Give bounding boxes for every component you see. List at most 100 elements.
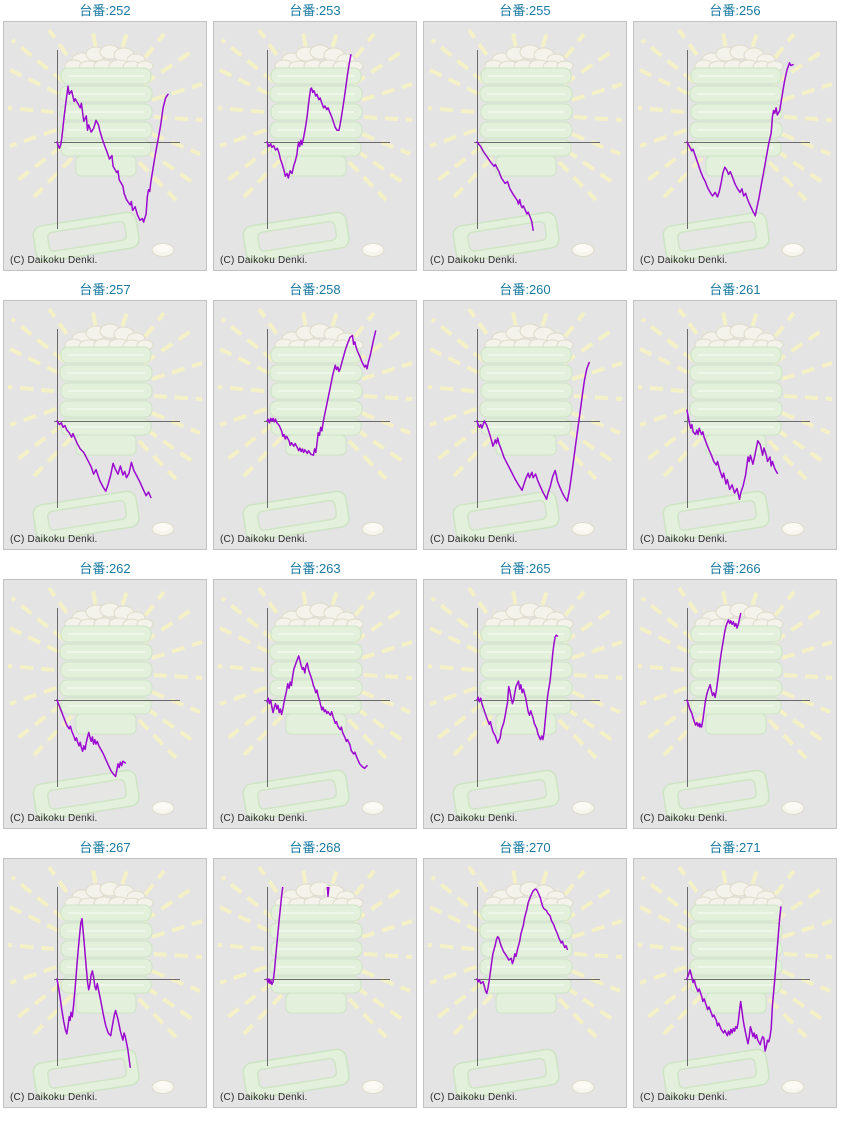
machine-number-title: 台番:265: [499, 561, 551, 576]
pachinko-machine-watermark: [636, 582, 834, 823]
chart-cell-268: 台番:268 (C) Daikoku Denki.: [213, 838, 417, 1108]
slump-line-series: [56, 917, 131, 1068]
chart-axes: [264, 50, 390, 229]
slump-line-series: [686, 62, 794, 217]
slump-line-series: [476, 888, 569, 995]
machine-number-title: 台番:253: [289, 3, 341, 18]
copyright-label: (C) Daikoku Denki.: [640, 255, 728, 266]
slump-graph-thumbnail[interactable]: (C) Daikoku Denki.: [3, 579, 207, 829]
pachinko-machine-watermark: [426, 24, 624, 265]
copyright-label: (C) Daikoku Denki.: [640, 1092, 728, 1103]
pachinko-machine-watermark: [216, 861, 414, 1102]
chart-axes: [684, 50, 810, 229]
machine-number-title: 台番:267: [79, 840, 131, 855]
chart-cell-266: 台番:266 (C) Daikoku Denki.: [633, 559, 837, 829]
pachinko-machine-watermark: [426, 861, 624, 1102]
slump-line-series: [476, 141, 534, 231]
chart-cell-270: 台番:270 (C) Daikoku Denki.: [423, 838, 627, 1108]
slump-graph-thumbnail[interactable]: (C) Daikoku Denki.: [213, 579, 417, 829]
slump-graph-thumbnail[interactable]: (C) Daikoku Denki.: [423, 858, 627, 1108]
slump-graph-thumbnail[interactable]: (C) Daikoku Denki.: [633, 579, 837, 829]
copyright-label: (C) Daikoku Denki.: [430, 1092, 518, 1103]
slump-graph-thumbnail[interactable]: (C) Daikoku Denki.: [213, 300, 417, 550]
chart-axes: [684, 329, 810, 508]
chart-cell-263: 台番:263 (C) Daikoku Denki.: [213, 559, 417, 829]
slump-line-series: [56, 420, 152, 499]
slump-chart: [426, 24, 624, 265]
pachinko-machine-watermark: [426, 303, 624, 544]
machine-number-title: 台番:258: [289, 282, 341, 297]
chart-cell-261: 台番:261 (C) Daikoku Denki.: [633, 280, 837, 550]
slump-line-series: [476, 361, 590, 502]
copyright-label: (C) Daikoku Denki.: [220, 255, 308, 266]
chart-axes: [474, 887, 600, 1066]
slump-graph-thumbnail[interactable]: (C) Daikoku Denki.: [423, 21, 627, 271]
machine-number-title: 台番:268: [289, 840, 341, 855]
slump-graph-thumbnail[interactable]: (C) Daikoku Denki.: [213, 858, 417, 1108]
pachinko-machine-watermark: [6, 861, 204, 1102]
slump-chart: [426, 861, 624, 1102]
slump-graph-thumbnail[interactable]: (C) Daikoku Denki.: [3, 21, 207, 271]
slump-graph-thumbnail[interactable]: (C) Daikoku Denki.: [3, 858, 207, 1108]
slump-chart: [426, 303, 624, 544]
copyright-label: (C) Daikoku Denki.: [430, 255, 518, 266]
slump-chart: [216, 303, 414, 544]
slump-line-series: [266, 887, 330, 986]
copyright-label: (C) Daikoku Denki.: [640, 813, 728, 824]
machine-number-title: 台番:260: [499, 282, 551, 297]
slump-chart: [6, 861, 204, 1102]
chart-cell-271: 台番:271 (C) Daikoku Denki.: [633, 838, 837, 1108]
pachinko-machine-watermark: [216, 303, 414, 544]
chart-axes: [54, 50, 180, 229]
slump-graph-thumbnail[interactable]: (C) Daikoku Denki.: [633, 21, 837, 271]
pachinko-machine-watermark: [6, 582, 204, 823]
slump-graph-thumbnail[interactable]: (C) Daikoku Denki.: [633, 300, 837, 550]
slump-graph-thumbnail[interactable]: (C) Daikoku Denki.: [423, 300, 627, 550]
copyright-label: (C) Daikoku Denki.: [10, 813, 98, 824]
slump-chart: [636, 24, 834, 265]
slump-graph-thumbnail[interactable]: (C) Daikoku Denki.: [633, 858, 837, 1108]
copyright-label: (C) Daikoku Denki.: [430, 813, 518, 824]
pachinko-machine-watermark: [6, 303, 204, 544]
slump-chart: [6, 24, 204, 265]
pachinko-machine-watermark: [216, 582, 414, 823]
machine-number-title: 台番:266: [709, 561, 761, 576]
pachinko-machine-watermark: [216, 24, 414, 265]
slump-line-series: [476, 634, 559, 744]
pachinko-machine-watermark: [426, 582, 624, 823]
chart-axes: [474, 50, 600, 229]
chart-cell-267: 台番:267 (C) Daikoku Denki.: [3, 838, 207, 1108]
machine-number-title: 台番:252: [79, 3, 131, 18]
slump-line-series: [686, 409, 779, 501]
pachinko-machine-watermark: [636, 861, 834, 1102]
slump-graph-thumbnail[interactable]: (C) Daikoku Denki.: [3, 300, 207, 550]
pachinko-machine-watermark: [636, 303, 834, 544]
chart-cell-258: 台番:258 (C) Daikoku Denki.: [213, 280, 417, 550]
slump-chart: [636, 582, 834, 823]
slump-line-series: [56, 85, 169, 223]
slump-line-series: [686, 906, 782, 1052]
copyright-label: (C) Daikoku Denki.: [10, 255, 98, 266]
slump-chart: [216, 861, 414, 1102]
slump-chart: [6, 303, 204, 544]
slump-line-series: [56, 699, 127, 778]
machine-number-title: 台番:262: [79, 561, 131, 576]
chart-axes: [54, 608, 180, 787]
slump-line-series: [266, 655, 368, 770]
slump-graph-thumbnail[interactable]: (C) Daikoku Denki.: [213, 21, 417, 271]
machine-number-title: 台番:256: [709, 3, 761, 18]
slump-chart: [426, 582, 624, 823]
pachinko-machine-watermark: [6, 24, 204, 265]
machine-number-title: 台番:257: [79, 282, 131, 297]
slump-graph-thumbnail[interactable]: (C) Daikoku Denki.: [423, 579, 627, 829]
chart-cell-262: 台番:262 (C) Daikoku Denki.: [3, 559, 207, 829]
slump-line-series: [266, 330, 377, 456]
slump-chart: [216, 24, 414, 265]
slump-chart: [636, 861, 834, 1102]
copyright-label: (C) Daikoku Denki.: [640, 534, 728, 545]
chart-cell-256: 台番:256 (C) Daikoku Denki.: [633, 1, 837, 271]
slump-chart: [636, 303, 834, 544]
copyright-label: (C) Daikoku Denki.: [220, 813, 308, 824]
chart-cell-252: 台番:252 (C) Daikoku Denki.: [3, 1, 207, 271]
